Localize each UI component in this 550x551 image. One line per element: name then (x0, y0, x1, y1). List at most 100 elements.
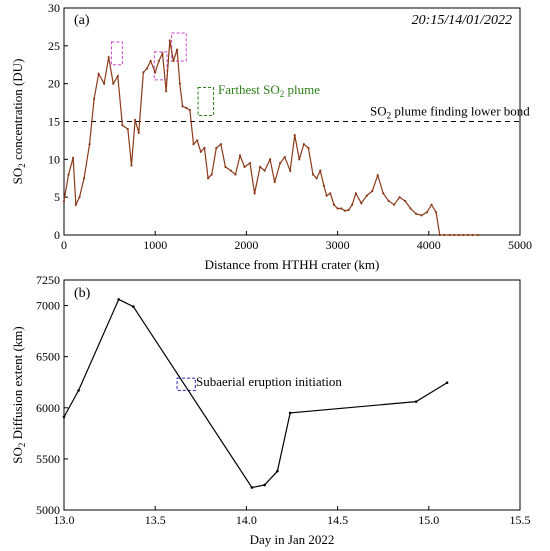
data-point (351, 203, 354, 206)
data-point (273, 180, 276, 184)
data-point (161, 52, 164, 55)
data-point (393, 203, 396, 206)
panel-b-y-axis-label: SO2 Diffusion extent (km) (10, 326, 27, 464)
data-point (67, 173, 70, 176)
data-point (457, 233, 460, 237)
data-point (332, 203, 336, 206)
data-point (224, 165, 227, 168)
y-tick-label: 7250 (36, 273, 60, 287)
data-point (430, 203, 433, 206)
data-point (203, 146, 206, 150)
data-point (476, 233, 480, 237)
data-point (293, 134, 296, 137)
data-point (165, 90, 168, 93)
x-tick-label: 1000 (143, 238, 167, 252)
data-point (253, 192, 256, 195)
x-tick-label: 13.5 (145, 513, 166, 527)
data-point (445, 381, 449, 385)
panel-a-label: (a) (74, 13, 90, 28)
data-point (112, 82, 115, 85)
data-point (116, 75, 119, 78)
x-tick-label: 14.5 (327, 513, 348, 527)
y-tick-label: 30 (48, 1, 60, 15)
data-point (302, 143, 305, 146)
data-point (77, 389, 80, 392)
initiation-box (176, 377, 196, 391)
data-point (72, 156, 75, 159)
data-point (229, 169, 232, 172)
panel-b-y-ticks: 5000 5500 6000 6500 7000 7250 (36, 273, 68, 517)
farthest-plume-box (197, 86, 215, 116)
data-point (181, 105, 184, 108)
data-point (466, 233, 470, 237)
data-point (126, 127, 129, 131)
data-point (121, 124, 124, 127)
data-point (243, 165, 246, 168)
data-point (210, 173, 213, 176)
y-tick-label: 6000 (36, 401, 60, 415)
data-point (206, 177, 210, 180)
panel-a: (a) 20:15/14/01/2022 0 1000 2000 3000 4000 50… (10, 1, 532, 272)
data-point (453, 233, 456, 237)
data-point (322, 184, 326, 187)
data-point (376, 174, 379, 177)
peak-box (110, 41, 123, 66)
x-tick-label: 15.0 (418, 513, 439, 527)
y-tick-label: 15 (48, 115, 60, 129)
panel-a-x-ticks: 0 1000 2000 3000 4000 5000 (61, 231, 532, 252)
data-point (97, 72, 100, 75)
lower-bond-label: SO2 plume finding lower bond (370, 104, 530, 121)
data-point (137, 131, 140, 134)
y-tick-label: 5 (54, 190, 60, 204)
data-point (215, 146, 218, 150)
x-tick-label: 4000 (417, 238, 441, 252)
x-tick-label: 15.5 (510, 513, 531, 527)
data-point (289, 169, 292, 172)
data-point (178, 82, 181, 85)
data-point (387, 199, 390, 203)
data-point (420, 214, 423, 217)
panel-b: (b) 13.0 13.5 14.0 14.5 15.0 15.5 5000 5500 600… (10, 273, 531, 547)
panel-b-label: (b) (74, 286, 91, 301)
data-point (315, 177, 318, 180)
data-point (130, 164, 133, 167)
data-point (471, 233, 474, 237)
so2-concentration-points (62, 39, 480, 237)
x-tick-label: 5000 (508, 238, 532, 252)
y-tick-label: 5000 (36, 503, 60, 517)
data-point (62, 199, 66, 203)
data-point (154, 71, 157, 74)
x-tick-label: 2000 (234, 238, 258, 252)
data-point (234, 173, 237, 176)
data-point (168, 39, 171, 42)
data-point (74, 203, 77, 206)
y-tick-label: 5500 (36, 452, 60, 466)
panel-b-frame (63, 279, 521, 511)
data-point (425, 211, 429, 214)
data-point (298, 158, 301, 161)
data-point (329, 192, 332, 195)
data-point (360, 202, 363, 205)
farthest-plume-label: Farthest SO2 plume (218, 82, 320, 99)
panel-a-y-axis-label: SO2 concentration (DU) (10, 59, 27, 185)
data-point (175, 48, 179, 51)
data-point (398, 196, 401, 199)
data-point (269, 158, 272, 161)
data-point (199, 150, 202, 153)
panel-a-y-ticks: 0 5 10 15 20 25 30 (48, 1, 68, 242)
data-point (107, 56, 110, 59)
data-point (88, 143, 91, 146)
data-point (443, 233, 446, 237)
data-point (248, 162, 252, 165)
x-tick-label: 13.0 (54, 513, 75, 527)
x-tick-label: 3000 (326, 238, 350, 252)
data-point (347, 208, 350, 212)
data-point (263, 483, 266, 487)
data-point (382, 192, 385, 195)
data-point (62, 415, 66, 419)
data-point (343, 209, 346, 212)
data-point (336, 207, 339, 210)
data-point (340, 207, 343, 210)
x-tick-label: 0 (61, 238, 67, 252)
